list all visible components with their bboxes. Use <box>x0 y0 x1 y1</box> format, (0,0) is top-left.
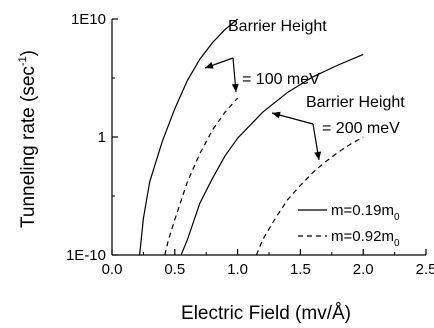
y-tick-label: 1 <box>98 129 106 146</box>
series-line-2 <box>164 97 239 256</box>
series-line-4 <box>255 136 364 256</box>
arrow-100mev-solid-head <box>205 62 214 69</box>
arrow-200mev-dashed-head <box>314 151 322 160</box>
x-tick-label: 2.5 <box>416 261 434 278</box>
plot-series <box>139 18 364 256</box>
series-line-3 <box>180 53 364 256</box>
x-tick-label: 1.5 <box>290 261 311 278</box>
y-axis-title-superscript: -1 <box>17 56 29 66</box>
plot-axes: 0.0 0.5 1.0 1.5 2.0 2.5 1E-10 1 1E10 Electric Fie… <box>17 11 434 324</box>
annotation-100mev-line1: Barrier Height <box>228 18 327 35</box>
annotation-100mev-line2: = 100 meV <box>242 71 320 88</box>
y-axis-title-close: ) <box>18 50 39 56</box>
arrow-100mev-dashed-head <box>231 83 239 92</box>
y-tick-label: 1E-10 <box>66 247 106 264</box>
legend-label-solid: m=0.19m0 <box>331 202 400 223</box>
x-tick-label: 0.0 <box>102 261 123 278</box>
legend-label-solid-sub: 0 <box>394 212 400 223</box>
x-tick-label: 2.0 <box>353 261 374 278</box>
y-axis-title-main: Tunneling rate (sec <box>18 66 39 228</box>
legend-label-dashed-sub: 0 <box>394 238 400 249</box>
x-axis-title: Electric Field (mv/Å) <box>181 303 351 324</box>
annotation-200mev-line2: = 200 meV <box>322 120 400 137</box>
x-tick-label: 0.5 <box>164 261 185 278</box>
x-tick-label: 1.0 <box>227 261 248 278</box>
legend-label-dashed-main: m=0.92m <box>331 228 394 245</box>
legend-label-dashed: m=0.92m0 <box>331 228 400 249</box>
y-tick-label: 1E10 <box>71 11 106 28</box>
arrow-200mev-solid-head <box>272 111 281 119</box>
series-line-1 <box>139 18 238 256</box>
y-axis-title: Tunneling rate (sec-1) <box>17 50 39 228</box>
plot-annotations: Barrier Height = 100 meV Barrier Height = 2… <box>204 18 405 161</box>
annotation-200mev-line1: Barrier Height <box>306 94 405 111</box>
legend-label-solid-main: m=0.19m <box>331 202 394 219</box>
